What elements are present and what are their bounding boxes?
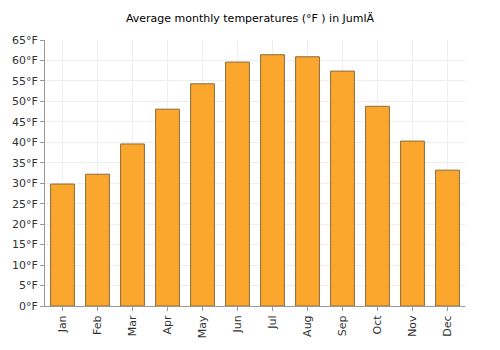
svg-text:55°F: 55°F [12,75,38,88]
svg-text:25°F: 25°F [12,198,38,211]
svg-text:10°F: 10°F [12,259,38,272]
svg-text:45°F: 45°F [12,116,38,129]
svg-text:Jun: Jun [231,315,244,333]
svg-text:15°F: 15°F [12,238,38,251]
svg-text:5°F: 5°F [19,279,38,292]
svg-text:Average monthly temperatures (: Average monthly temperatures (°F ) in Ju… [126,12,375,25]
svg-text:Apr: Apr [161,315,174,335]
svg-text:Oct: Oct [371,315,384,335]
svg-text:65°F: 65°F [12,34,38,47]
svg-text:Aug: Aug [301,315,314,336]
svg-text:30°F: 30°F [12,177,38,190]
svg-text:Jul: Jul [266,315,279,329]
svg-text:Jan: Jan [56,315,69,333]
svg-text:Nov: Nov [406,315,419,337]
svg-text:Feb: Feb [91,315,104,334]
svg-text:0°F: 0°F [19,300,38,313]
svg-text:35°F: 35°F [12,157,38,170]
svg-text:Mar: Mar [126,315,139,336]
svg-text:40°F: 40°F [12,136,38,149]
svg-text:60°F: 60°F [12,54,38,67]
svg-text:Dec: Dec [441,315,454,336]
svg-text:50°F: 50°F [12,95,38,108]
svg-text:20°F: 20°F [12,218,38,231]
svg-text:May: May [196,315,209,338]
svg-text:Sep: Sep [336,315,349,336]
